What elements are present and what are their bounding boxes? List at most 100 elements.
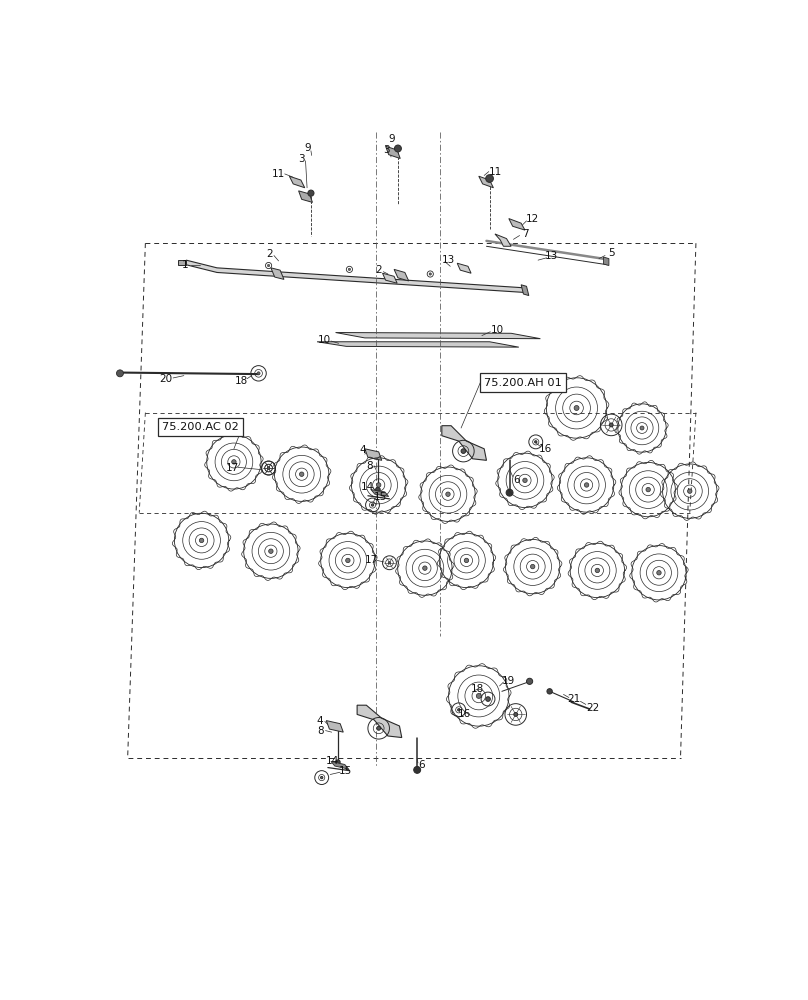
Polygon shape <box>604 257 609 266</box>
FancyBboxPatch shape <box>158 418 243 436</box>
Circle shape <box>640 426 644 430</box>
Circle shape <box>595 568 600 573</box>
Text: 2: 2 <box>266 249 272 259</box>
Circle shape <box>574 406 579 410</box>
Polygon shape <box>442 426 486 460</box>
Circle shape <box>657 571 661 575</box>
Circle shape <box>486 697 490 701</box>
Polygon shape <box>394 269 409 281</box>
Text: 3: 3 <box>298 153 305 163</box>
Circle shape <box>465 558 469 563</box>
Circle shape <box>372 504 373 506</box>
Polygon shape <box>479 176 494 188</box>
Circle shape <box>200 538 204 543</box>
Text: 12: 12 <box>526 214 539 224</box>
Circle shape <box>377 726 381 730</box>
FancyBboxPatch shape <box>480 373 566 392</box>
Polygon shape <box>521 285 528 296</box>
Polygon shape <box>317 342 519 347</box>
Text: 6: 6 <box>513 475 520 485</box>
Text: 5: 5 <box>608 248 615 258</box>
Text: 14: 14 <box>326 756 339 766</box>
Circle shape <box>688 489 692 493</box>
Polygon shape <box>186 260 525 292</box>
Polygon shape <box>365 449 381 460</box>
Text: 20: 20 <box>160 374 173 384</box>
Circle shape <box>267 467 270 469</box>
Text: 16: 16 <box>457 709 471 719</box>
Text: 16: 16 <box>539 444 553 454</box>
Text: 9: 9 <box>389 134 395 144</box>
Text: 17: 17 <box>225 463 239 473</box>
Circle shape <box>388 562 391 564</box>
Text: 18: 18 <box>470 684 484 694</box>
Circle shape <box>514 713 518 716</box>
Text: 17: 17 <box>365 555 378 565</box>
Circle shape <box>394 145 402 152</box>
Circle shape <box>584 483 589 487</box>
Text: 21: 21 <box>568 694 581 704</box>
Circle shape <box>335 760 340 764</box>
Circle shape <box>376 487 381 492</box>
Polygon shape <box>495 234 511 246</box>
Polygon shape <box>371 490 389 497</box>
Text: 2: 2 <box>376 265 382 275</box>
Circle shape <box>523 478 527 483</box>
Circle shape <box>547 689 553 694</box>
Text: 8: 8 <box>366 461 372 471</box>
Polygon shape <box>271 268 284 279</box>
Text: 19: 19 <box>503 676 516 686</box>
Polygon shape <box>385 146 400 158</box>
Circle shape <box>477 693 482 698</box>
Circle shape <box>446 492 450 496</box>
Text: 4: 4 <box>360 445 366 455</box>
Polygon shape <box>331 761 348 769</box>
Circle shape <box>506 489 513 496</box>
Text: 8: 8 <box>318 726 324 736</box>
Text: 7: 7 <box>522 229 528 239</box>
Circle shape <box>257 372 260 375</box>
Text: 4: 4 <box>317 716 323 726</box>
Circle shape <box>116 370 124 377</box>
Circle shape <box>308 190 314 196</box>
Circle shape <box>423 566 427 570</box>
Polygon shape <box>509 219 525 230</box>
Circle shape <box>461 449 465 453</box>
Polygon shape <box>357 705 402 738</box>
Circle shape <box>346 558 350 563</box>
Circle shape <box>609 423 613 427</box>
Circle shape <box>267 467 270 469</box>
Polygon shape <box>299 191 313 202</box>
Text: 13: 13 <box>442 255 456 265</box>
Polygon shape <box>289 176 305 188</box>
Text: 75.200.AC 02: 75.200.AC 02 <box>162 422 239 432</box>
Text: 1: 1 <box>181 260 188 270</box>
Text: 22: 22 <box>586 703 600 713</box>
Text: 13: 13 <box>545 251 558 261</box>
Polygon shape <box>457 263 471 273</box>
Circle shape <box>414 766 421 773</box>
Text: 18: 18 <box>235 376 248 386</box>
Text: 9: 9 <box>305 143 311 153</box>
Circle shape <box>232 460 236 464</box>
Polygon shape <box>179 260 186 265</box>
Circle shape <box>321 776 323 779</box>
Text: 75.200.AH 01: 75.200.AH 01 <box>484 378 562 388</box>
Text: 10: 10 <box>490 325 504 335</box>
Circle shape <box>486 175 494 182</box>
Circle shape <box>348 268 351 271</box>
Polygon shape <box>382 273 398 283</box>
Circle shape <box>527 678 532 684</box>
Text: 3: 3 <box>383 145 389 155</box>
Text: 15: 15 <box>339 766 352 776</box>
Polygon shape <box>326 721 343 732</box>
Text: 10: 10 <box>318 335 331 345</box>
Circle shape <box>457 709 460 711</box>
Text: 11: 11 <box>489 167 503 177</box>
Circle shape <box>377 483 381 487</box>
Text: 14: 14 <box>360 482 374 492</box>
Circle shape <box>535 441 537 443</box>
Text: 11: 11 <box>272 169 285 179</box>
Circle shape <box>267 264 270 267</box>
Circle shape <box>269 549 273 553</box>
